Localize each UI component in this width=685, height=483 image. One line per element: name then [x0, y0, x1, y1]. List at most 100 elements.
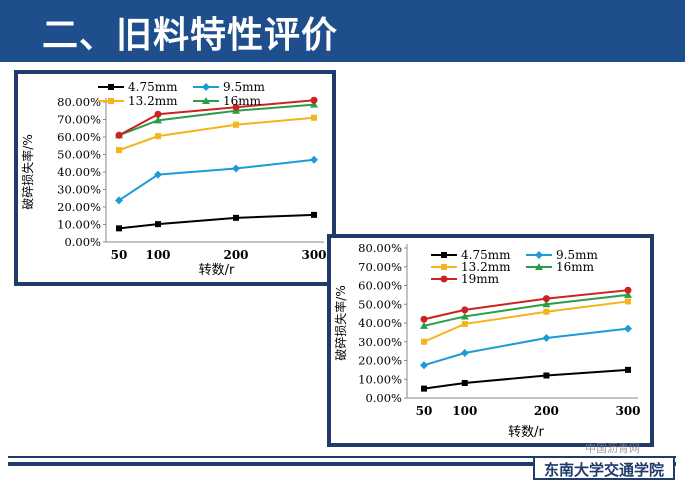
chart1-legend-marker	[202, 97, 210, 104]
chart2-point	[624, 324, 632, 333]
chart1-point	[154, 116, 162, 124]
chart1-legend-label: 16mm	[223, 94, 262, 108]
chart2-x-tick-label: 100	[452, 404, 477, 418]
chart2-y-tick-label: 0.00%	[365, 391, 402, 405]
chart1-y-tick-label: 0.00%	[64, 235, 101, 249]
chart1-point	[155, 133, 161, 140]
chart1-y-tick-label: 50.00%	[57, 148, 101, 162]
chart2-point	[542, 300, 551, 308]
chart1-point	[154, 110, 162, 118]
chart2-point	[461, 306, 469, 314]
chart1-point	[115, 196, 123, 205]
chart2-point	[460, 349, 469, 357]
chart1-point	[233, 121, 239, 128]
chart1-point	[233, 214, 239, 221]
chart2-point	[625, 366, 631, 373]
chart1-point	[116, 147, 122, 154]
chart2-y-tick-label: 70.00%	[358, 260, 402, 274]
chart1-legend-label: 4.75mm	[128, 80, 178, 94]
chart2-point	[543, 372, 550, 379]
chart1-series-line-1	[118, 158, 315, 202]
chart2-y-tick-label: 50.00%	[358, 297, 402, 311]
chart1-y-tick-label: 20.00%	[57, 200, 101, 214]
chart2-point	[461, 380, 468, 386]
chart2-point	[542, 295, 550, 303]
chart2-point	[625, 298, 631, 305]
chart2-y-tick-label: 60.00%	[358, 279, 402, 293]
chart2-point	[543, 308, 550, 315]
chart1-y-tick-label: 40.00%	[57, 165, 101, 179]
chart1-legend-marker	[202, 83, 210, 91]
chart2-legend-label: 13.2mm	[461, 260, 511, 274]
chart2-x-tick-label: 200	[534, 404, 559, 418]
chart1-point	[311, 114, 317, 121]
chart1-series-line-4	[118, 99, 315, 137]
chart1-point	[311, 211, 317, 218]
chart1-point	[116, 225, 122, 232]
chart2-legend-marker	[441, 252, 447, 258]
chart1-series-line-3	[118, 103, 315, 137]
chart2-legend-marker	[441, 264, 447, 270]
chart2-legend-label: 9.5mm	[556, 248, 598, 262]
chart1-point	[155, 221, 161, 228]
chart2-series-line-1	[423, 327, 629, 367]
chart2-y-axis-label: 破碎损失率/%	[333, 285, 348, 360]
chart2-point	[460, 312, 469, 320]
chart2-point	[624, 286, 632, 294]
title-bar: 二、旧料特性评价	[0, 0, 685, 62]
chart1-point	[154, 170, 162, 179]
chart2-y-tick-label: 20.00%	[358, 354, 402, 368]
chart1-y-tick-label: 70.00%	[57, 113, 101, 127]
chart2-point	[461, 320, 468, 327]
chart-panel-2: 0.00% 10.00% 20.00% 30.00% 40.00% 50.00% 60.00…	[327, 234, 654, 447]
chart1-x-tick-label: 50	[111, 248, 128, 262]
chart1-series-line-2	[118, 116, 315, 152]
chart1-legend-marker	[108, 98, 114, 104]
chart1-legend-marker	[108, 84, 114, 90]
footer-line	[8, 456, 676, 458]
chart1-point	[115, 131, 123, 139]
chart2-y-tick-label: 10.00%	[358, 372, 402, 386]
chart2-series-line-4	[423, 289, 629, 321]
chart1-point	[232, 164, 240, 173]
chart2-point	[420, 315, 428, 323]
chart2-legend-marker	[440, 275, 448, 283]
chart2-series-line-0	[423, 368, 629, 390]
chart2-point	[542, 334, 551, 342]
chart2-legend-label: 19mm	[461, 272, 500, 286]
chart1-point	[232, 103, 240, 111]
chart2-point	[624, 290, 632, 298]
chart2-y-tick-label: 80.00%	[358, 241, 402, 255]
chart1-y-tick-label: 60.00%	[57, 130, 101, 144]
chart2-legend-label: 16mm	[556, 260, 595, 274]
chart1-legend-label: 13.2mm	[128, 94, 178, 108]
chart-panel-1: 0.00% 10.00% 20.00% 30.00% 40.00% 50.00% 60.00…	[14, 70, 336, 286]
chart1-y-tick-label: 10.00%	[57, 218, 101, 232]
watermark: 中国沥青网	[585, 442, 640, 455]
chart1-x-tick-label: 100	[145, 248, 170, 262]
chart1-x-tick-label: 200	[223, 248, 248, 262]
slide-title: 二、旧料特性评价	[42, 15, 339, 56]
chart2-series-line-3	[423, 293, 629, 327]
chart-2-svg: 0.00% 10.00% 20.00% 30.00% 40.00% 50.00% 60.00…	[333, 241, 641, 440]
chart2-point	[421, 338, 427, 345]
chart1-series-line-0	[118, 213, 315, 230]
chart1-point	[310, 155, 318, 164]
chart2-series-line-2	[423, 300, 629, 343]
chart2-x-tick-label: 300	[615, 404, 640, 418]
chart2-point	[420, 361, 428, 370]
chart2-point	[420, 321, 428, 329]
chart-1-svg: 0.00% 10.00% 20.00% 30.00% 40.00% 50.00% 60.00…	[20, 80, 327, 278]
chart2-legend-marker	[535, 263, 543, 270]
chart2-legend-marker	[535, 251, 543, 259]
chart1-y-tick-label: 30.00%	[57, 183, 101, 197]
school-logo-box: 东南大学交通学院	[533, 456, 675, 480]
chart1-y-tick-label: 80.00%	[57, 95, 101, 109]
chart1-legend-label: 9.5mm	[223, 80, 265, 94]
chart1-point	[310, 96, 318, 104]
chart2-legend-label: 4.75mm	[461, 248, 511, 262]
chart2-y-tick-label: 40.00%	[358, 316, 402, 330]
chart2-x-axis-label: 转数/r	[508, 425, 544, 440]
chart1-point	[310, 100, 318, 108]
chart1-x-axis-label: 转数/r	[199, 263, 235, 278]
